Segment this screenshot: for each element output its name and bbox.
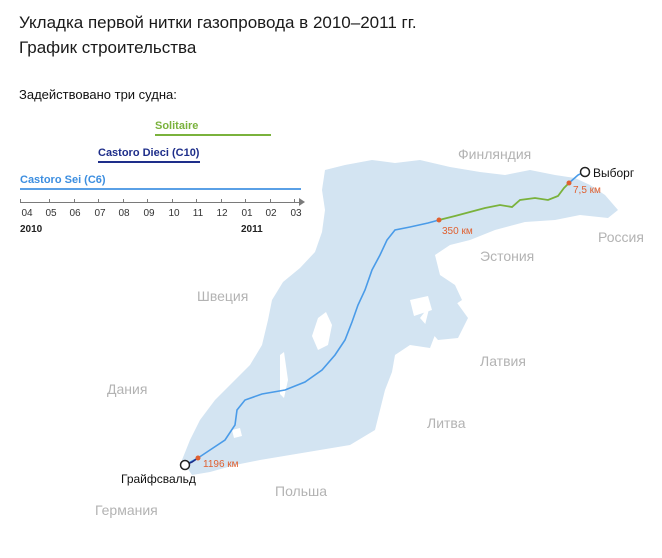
timeline-tick xyxy=(245,199,246,203)
timeline-month: 05 xyxy=(45,208,57,219)
city-label-vyborg: Выборг xyxy=(593,166,635,180)
page-title: Укладка первой нитки газопровода в 2010–… xyxy=(19,13,417,32)
timeline-tick xyxy=(49,199,50,203)
country-label-lithuania: Литва xyxy=(427,415,466,431)
timeline-tick xyxy=(147,199,148,203)
timeline-month: 11 xyxy=(192,208,204,219)
island-bornholm xyxy=(232,428,242,438)
timeline-tick xyxy=(98,199,99,203)
km-marker-dot-350 xyxy=(436,217,442,223)
pipeline-c6-section xyxy=(184,219,440,466)
ship-castoro-sei-bar xyxy=(20,188,301,190)
country-label-germany: Германия xyxy=(95,502,158,518)
vyborg-point-icon xyxy=(579,166,591,178)
timeline-month: 08 xyxy=(118,208,130,219)
timeline-month: 03 xyxy=(290,208,302,219)
timeline-year: 2010 xyxy=(20,224,43,235)
timeline-tick xyxy=(294,199,295,203)
km-marker-dot-7-5 xyxy=(566,180,572,186)
timeline-tick xyxy=(74,199,75,203)
km-marker-350: 350 км xyxy=(442,226,473,237)
timeline-month: 04 xyxy=(21,208,33,219)
country-label-estonia: Эстония xyxy=(480,248,534,264)
island-saaremaa xyxy=(410,296,432,316)
island-oland xyxy=(280,352,288,398)
timeline-tick xyxy=(221,199,222,203)
timeline-tick xyxy=(270,199,271,203)
country-label-finland: Финляндия xyxy=(458,146,531,162)
country-label-latvia: Латвия xyxy=(480,353,526,369)
timeline-year: 2011 xyxy=(241,224,263,235)
ships-intro: Задействовано три судна: xyxy=(19,87,177,102)
timeline-month: 01 xyxy=(241,208,253,219)
page-subtitle: График строительства xyxy=(19,38,197,57)
timeline-tick xyxy=(123,199,124,203)
ship-castoro-dieci-bar xyxy=(98,161,200,163)
ship-solitaire-label: Solitaire xyxy=(155,120,199,132)
timeline-month: 07 xyxy=(94,208,106,219)
km-marker-dot-1196 xyxy=(195,455,201,461)
timeline-tick xyxy=(20,199,21,203)
country-label-poland: Польша xyxy=(275,483,327,499)
pipeline-solitaire-section xyxy=(438,182,570,221)
country-label-denmark: Дания xyxy=(107,381,147,397)
country-label-sweden: Швеция xyxy=(197,288,248,304)
timeline-arrow-icon xyxy=(299,198,305,206)
greifswald-point-icon xyxy=(179,459,191,471)
km-marker-7-5: 7,5 км xyxy=(573,185,601,196)
km-marker-1196: 1196 км xyxy=(203,459,239,470)
timeline-month: 12 xyxy=(216,208,228,219)
timeline-month: 02 xyxy=(265,208,277,219)
timeline-month: 10 xyxy=(168,208,180,219)
ship-castoro-sei-label: Castoro Sei (C6) xyxy=(20,174,106,186)
baltic-sea-area xyxy=(182,160,618,475)
city-label-greifswald: Грайфсвальд xyxy=(121,472,196,486)
timeline-tick xyxy=(196,199,197,203)
timeline-month: 06 xyxy=(69,208,81,219)
gulf-of-riga xyxy=(425,300,468,340)
country-label-russia: Россия xyxy=(598,229,644,245)
ship-castoro-dieci-label: Castoro Dieci (C10) xyxy=(98,147,200,159)
timeline-axis xyxy=(20,202,301,203)
ship-solitaire-bar xyxy=(155,134,271,136)
timeline-tick xyxy=(172,199,173,203)
timeline-month: 09 xyxy=(143,208,155,219)
island-gotland xyxy=(312,312,332,350)
